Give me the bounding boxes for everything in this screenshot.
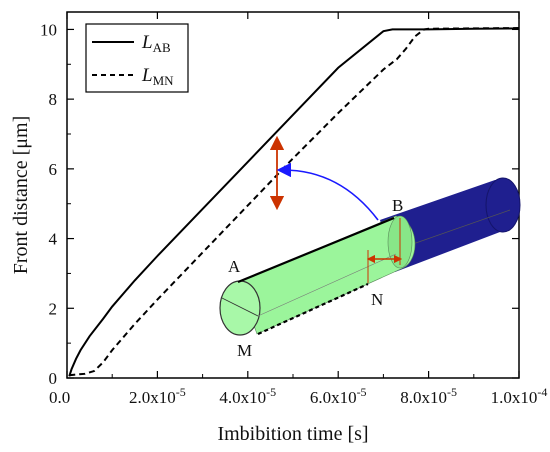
x-tick-label: 4.0x10-5	[219, 385, 276, 407]
x-tick-label: 6.0x10-5	[310, 385, 367, 407]
y-tick-label: 10	[40, 20, 57, 39]
end-radius-line	[221, 297, 259, 317]
x-tick-label: 2.0x10-5	[129, 385, 186, 407]
legend-label-lab: LAB	[141, 32, 171, 55]
legend-label-lmn: LMN	[141, 65, 174, 88]
tube-center-line	[257, 253, 397, 317]
gap-annotation	[269, 135, 379, 221]
y-tick-label: 2	[49, 299, 58, 318]
x-axis-title: Imbibition time [s]	[217, 423, 368, 445]
point-label-m: M	[237, 341, 252, 360]
y-tick-label: 8	[49, 90, 58, 109]
legend-box	[85, 23, 189, 93]
y-tick-label: 0	[49, 369, 58, 388]
tick-labels: 0.0 2.0x10-5 4.0x10-5 6.0x10-5 8.0x10-5 1.0x1…	[40, 20, 547, 407]
point-label-a: A	[228, 257, 241, 276]
legend: LAB LMN	[85, 23, 189, 93]
series-line-ab	[68, 27, 520, 377]
x-tick-label: 1.0x10-4	[491, 385, 548, 407]
point-label-b: B	[392, 196, 403, 215]
empty-tube-end	[485, 177, 521, 233]
point-label-n: N	[371, 290, 383, 309]
capillary-inset: A B M N	[219, 177, 521, 360]
x-tick-label: 0.0	[49, 388, 70, 407]
pointer-arrow	[276, 162, 379, 221]
y-tick-label: 4	[49, 230, 58, 249]
axis-ticks	[66, 12, 520, 379]
y-tick-label: 6	[49, 160, 58, 179]
contact-line-mn	[257, 282, 369, 336]
y-axis-title: Front distance [μm]	[10, 116, 32, 274]
contact-line-ab	[237, 216, 395, 284]
x-tick-label: 8.0x10-5	[400, 385, 457, 407]
filled-tube-end	[219, 280, 261, 336]
